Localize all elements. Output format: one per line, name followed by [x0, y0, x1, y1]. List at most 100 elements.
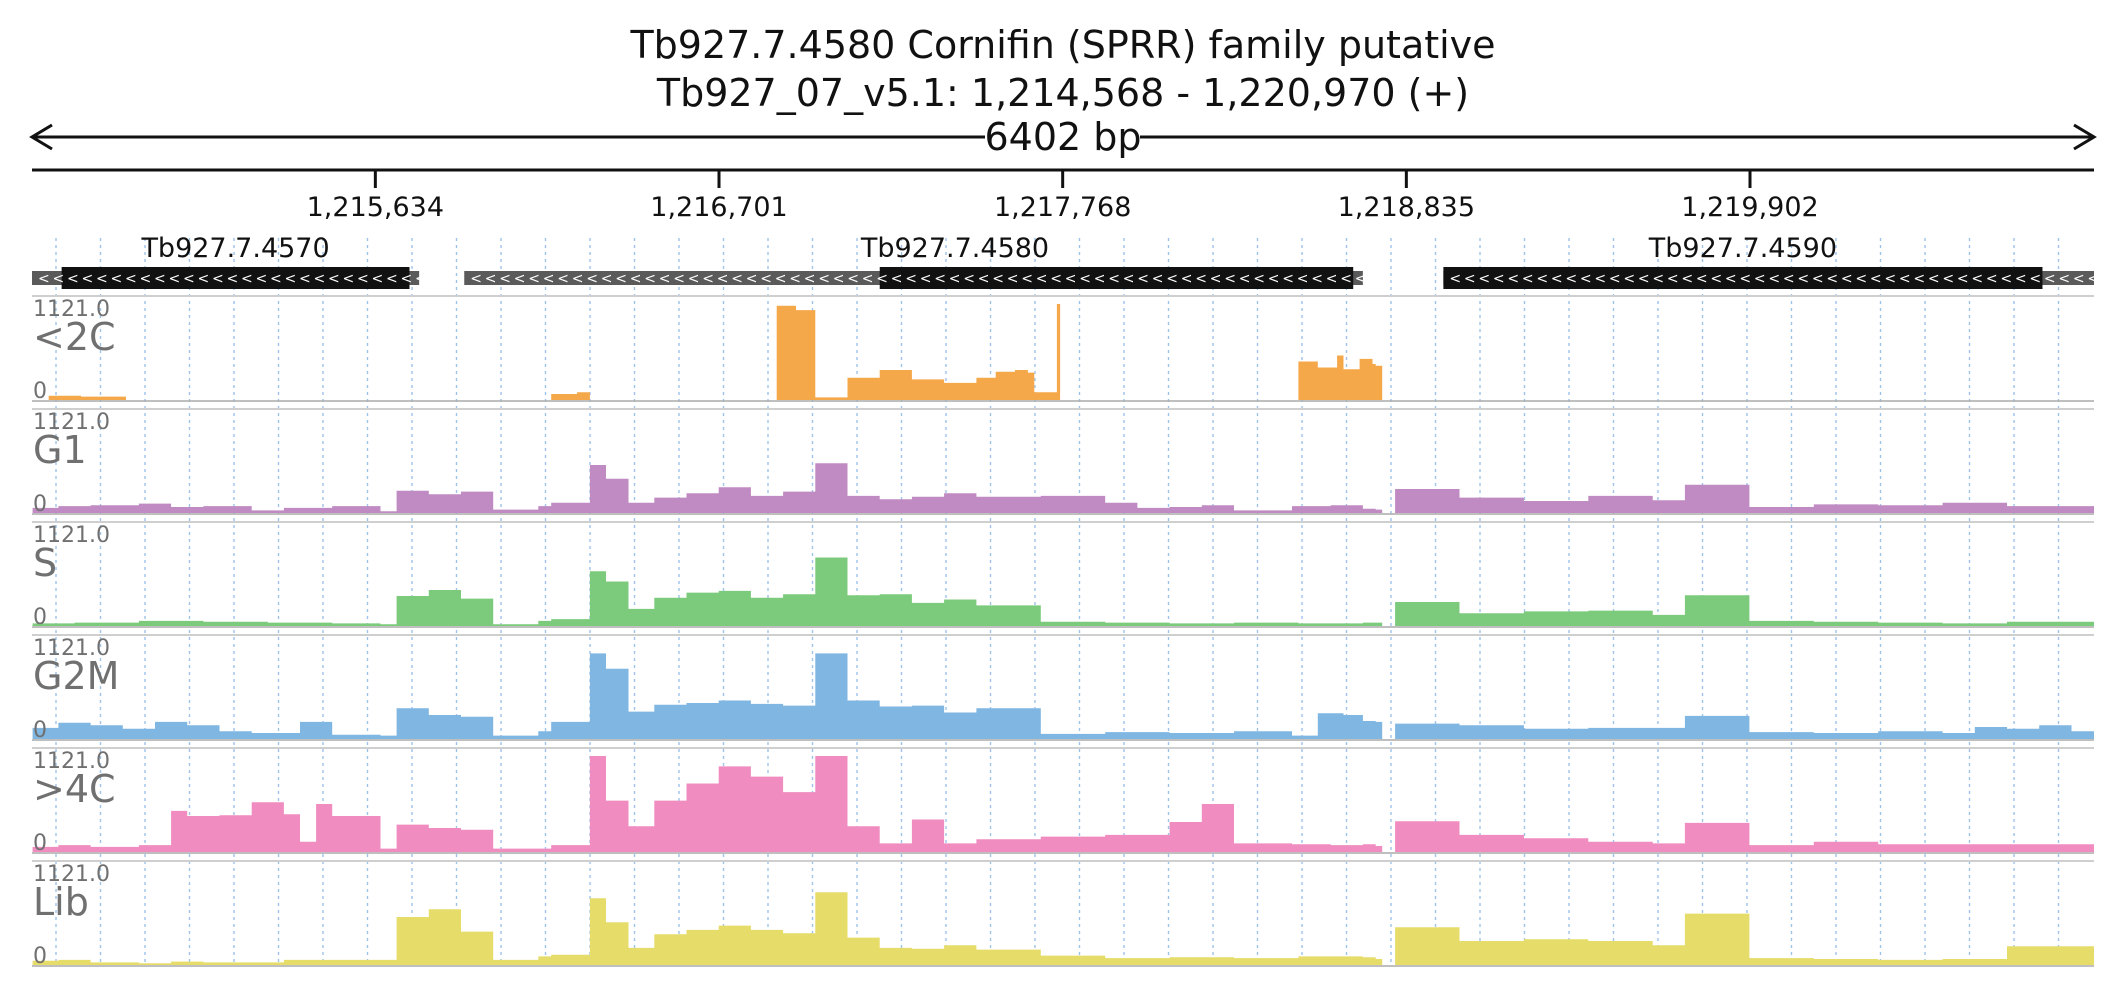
- track-label: <2C: [33, 315, 116, 359]
- gene-cds: [879, 267, 1354, 289]
- strand-chevron: <: [1123, 271, 1135, 287]
- strand-chevron: <: [169, 271, 181, 287]
- strand-chevron: <: [1783, 271, 1795, 287]
- strand-chevron: <: [1152, 271, 1164, 287]
- span-arrow-head-left: [29, 123, 53, 151]
- strand-chevron: <: [1725, 271, 1737, 287]
- strand-chevron: <: [688, 271, 700, 287]
- strand-chevron: <: [1551, 271, 1563, 287]
- strand-chevron: <: [1884, 271, 1896, 287]
- y-min-label: 0: [33, 944, 47, 969]
- strand-chevron: <: [1580, 271, 1592, 287]
- strand-chevron: <: [1928, 271, 1940, 287]
- span-label: 6402 bp: [984, 115, 1141, 159]
- strand-chevron: <: [586, 271, 598, 287]
- strand-chevron: <: [992, 271, 1004, 287]
- gene-cds: [61, 267, 410, 289]
- strand-chevron: <: [372, 271, 384, 287]
- strand-chevron: <: [1007, 271, 1019, 287]
- gene-label: Tb927.7.4580: [860, 233, 1049, 264]
- track-label: G2M: [33, 654, 119, 698]
- strand-chevron: <: [2029, 271, 2041, 287]
- coverage-track: 1121.0 0 >4C: [32, 747, 2094, 856]
- strand-chevron: <: [1493, 271, 1505, 287]
- x-tick-label: 1,218,835: [1338, 192, 1475, 223]
- strand-chevron: <: [2058, 271, 2070, 287]
- y-min-label: 0: [33, 492, 47, 517]
- strand-chevron: <: [212, 271, 224, 287]
- track-label: Lib: [33, 880, 89, 924]
- y-max-label: 1121.0: [33, 862, 110, 887]
- track-label: S: [33, 541, 57, 585]
- strand-chevron: <: [644, 271, 656, 287]
- strand-chevron: <: [1797, 271, 1809, 287]
- y-min-label: 0: [33, 605, 47, 630]
- strand-chevron: <: [1079, 271, 1091, 287]
- strand-chevron: <: [963, 271, 975, 287]
- strand-chevron: <: [1297, 271, 1309, 287]
- strand-chevron: <: [1065, 271, 1077, 287]
- strand-chevron: <: [1108, 271, 1120, 287]
- strand-chevron: <: [528, 271, 540, 287]
- y-max-label: 1121.0: [33, 410, 110, 435]
- track-label: G1: [33, 428, 87, 472]
- strand-chevron: <: [1449, 271, 1461, 287]
- coverage-tracks: 1121.00<2C1121.00G11121.00S1121.00G2M112…: [32, 295, 2094, 969]
- strand-chevron: <: [1507, 271, 1519, 287]
- y-min-label: 0: [33, 379, 47, 404]
- strand-chevron: <: [96, 271, 108, 287]
- strand-chevron: <: [1522, 271, 1534, 287]
- strand-chevron: <: [140, 271, 152, 287]
- strand-chevron: <: [1340, 271, 1352, 287]
- strand-chevron: <: [789, 271, 801, 287]
- strand-chevron: <: [862, 271, 874, 287]
- strand-chevron: <: [1652, 271, 1664, 287]
- strand-chevron: <: [357, 271, 369, 287]
- strand-chevron: <: [1253, 271, 1265, 287]
- strand-chevron: <: [256, 271, 268, 287]
- strand-chevron: <: [183, 271, 195, 287]
- gene-label: Tb927.7.4590: [1648, 233, 1837, 264]
- span-arrow-head-right: [2073, 123, 2097, 151]
- strand-chevron: <: [1326, 271, 1338, 287]
- strand-chevron: <: [227, 271, 239, 287]
- strand-chevron: <: [572, 271, 584, 287]
- y-max-label: 1121.0: [33, 297, 110, 322]
- strand-chevron: <: [270, 271, 282, 287]
- x-tick-label: 1,216,701: [650, 192, 787, 223]
- y-min-label: 0: [33, 718, 47, 743]
- strand-chevron: <: [1181, 271, 1193, 287]
- strand-chevron: <: [241, 271, 253, 287]
- strand-chevron: <: [905, 271, 917, 287]
- strand-chevron: <: [978, 271, 990, 287]
- strand-chevron: <: [485, 271, 497, 287]
- strand-chevron: <: [1754, 271, 1766, 287]
- strand-chevron: <: [1137, 271, 1149, 287]
- strand-chevron: <: [514, 271, 526, 287]
- strand-chevron: <: [615, 271, 627, 287]
- coordinate-ticks: 1,215,634 1,216,701 1,217,768 1,218,835 1,21…: [307, 170, 1819, 223]
- strand-chevron: <: [731, 271, 743, 287]
- strand-chevron: <: [1841, 271, 1853, 287]
- strand-chevron: <: [1355, 271, 1367, 287]
- strand-chevron: <: [833, 271, 845, 287]
- track-label: >4C: [33, 767, 116, 811]
- strand-chevron: <: [1739, 271, 1751, 287]
- strand-chevron: <: [949, 271, 961, 287]
- coverage-area: [32, 463, 2094, 513]
- strand-chevron: <: [1609, 271, 1621, 287]
- strand-chevron: <: [630, 271, 642, 287]
- x-tick-label: 1,219,902: [1681, 192, 1818, 223]
- strand-chevron: <: [499, 271, 511, 287]
- strand-chevron: <: [1210, 271, 1222, 287]
- strand-chevron: <: [198, 271, 210, 287]
- strand-chevron: <: [2015, 271, 2027, 287]
- strand-chevron: <: [1094, 271, 1106, 287]
- strand-chevron: <: [314, 271, 326, 287]
- y-min-label: 0: [33, 831, 47, 856]
- x-tick-label: 1,215,634: [307, 192, 444, 223]
- strand-chevron: <: [702, 271, 714, 287]
- strand-chevron: <: [1268, 271, 1280, 287]
- strand-chevron: <: [2087, 271, 2099, 287]
